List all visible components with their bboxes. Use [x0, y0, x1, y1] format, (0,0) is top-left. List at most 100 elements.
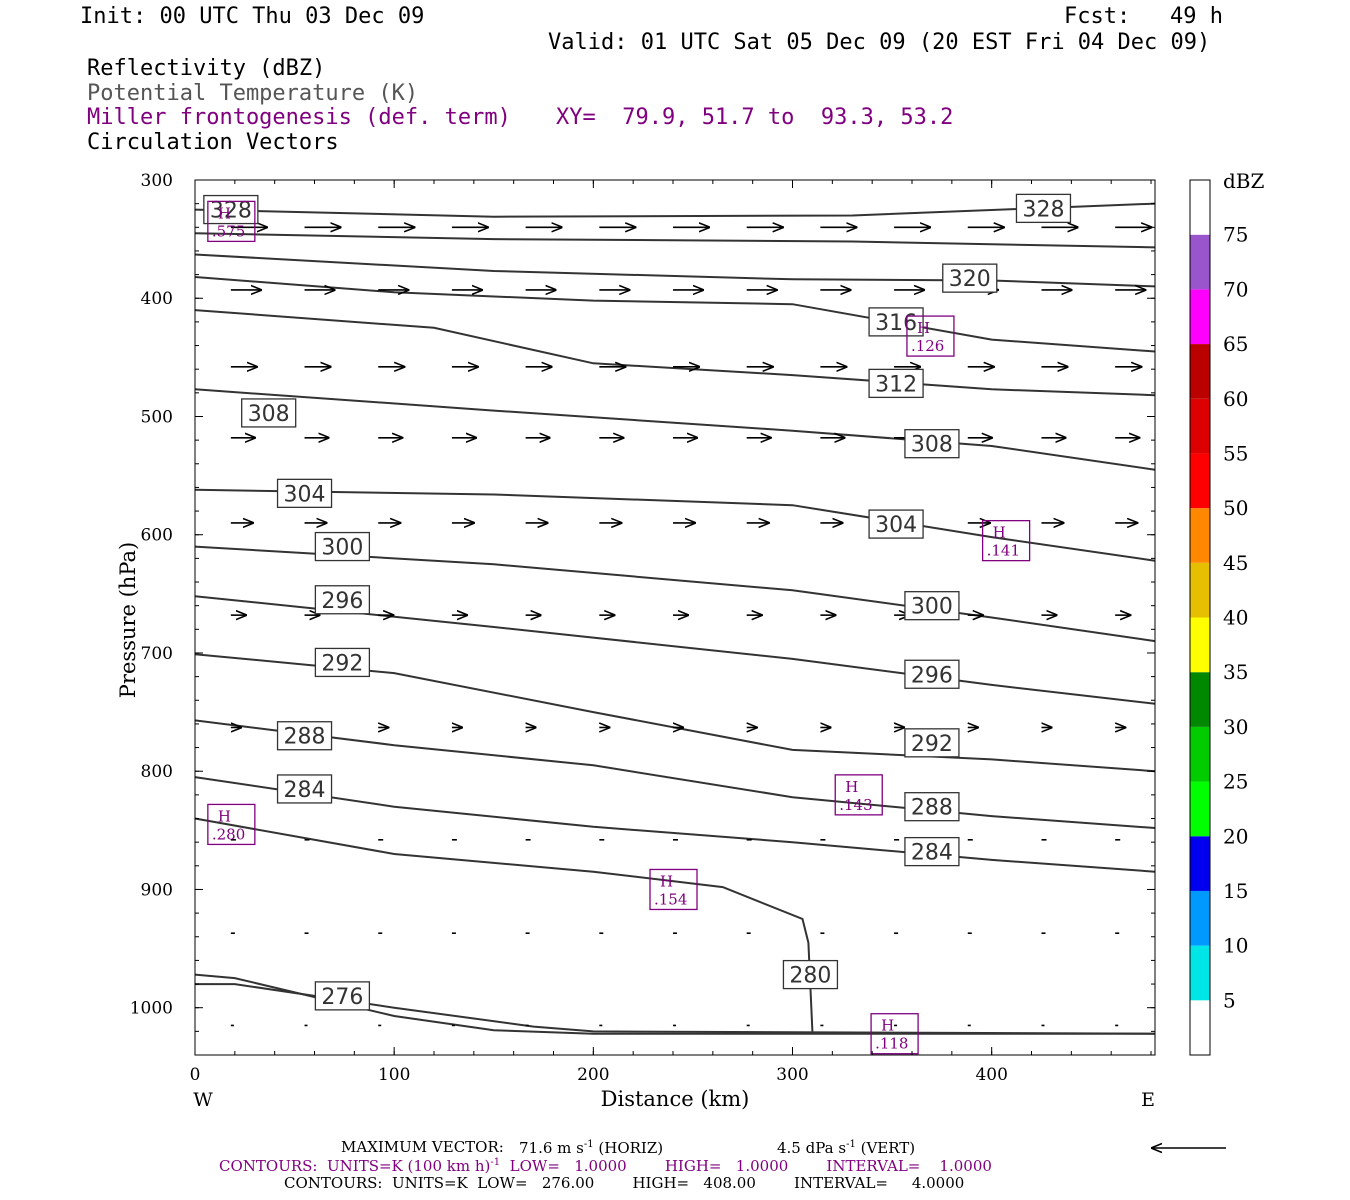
y-tick-label: 700 [141, 644, 173, 664]
field-reflectivity: Reflectivity (dBZ) [87, 56, 326, 81]
theta-contour-320 [194, 253, 1156, 288]
y-tick-label: 600 [141, 526, 173, 546]
colorbar-tick-label: 50 [1223, 496, 1248, 520]
theta-contour-316 [194, 276, 1156, 353]
contour-label-box [276, 774, 333, 804]
colorbar-bin [1190, 453, 1210, 509]
contour-label-316: 316 [875, 311, 917, 336]
frontogenesis-max-value: .575 [212, 222, 245, 240]
colorbar-tick-label: 75 [1223, 223, 1248, 247]
frontogenesis-max-box [649, 868, 698, 911]
frontogenesis-max-value: .118 [875, 1035, 908, 1053]
colorbar-tick-label: 25 [1223, 770, 1248, 794]
y-tick-label: 1000 [130, 999, 173, 1019]
colorbar-bin [1190, 398, 1210, 454]
colorbar-bin [1190, 945, 1210, 1001]
frontogenesis-max-value: .280 [212, 825, 245, 843]
frontogenesis-max-h: H [660, 872, 673, 890]
frontogenesis-max-h: H [917, 319, 930, 337]
frontogenesis-max-box [834, 774, 883, 816]
colorbar-bin [1190, 726, 1210, 782]
theta-contour-272 [195, 983, 1156, 1035]
init-time: Init: 00 UTC Thu 03 Dec 09 [80, 4, 425, 29]
max-vector-label: MAXIMUM VECTOR: [341, 1138, 504, 1156]
contour-label-304: 304 [284, 482, 326, 507]
x-tick-label: 400 [975, 1065, 1007, 1085]
x-tick-label: 300 [776, 1065, 808, 1085]
contour-label-box [1015, 193, 1072, 224]
contour-label-320: 320 [949, 267, 991, 292]
contour-label-box [868, 307, 924, 337]
frontogenesis-max-box [906, 315, 955, 357]
frontogenesis-max-value: .154 [654, 890, 687, 908]
contour-label-312: 312 [875, 372, 917, 397]
theta-contour-276 [194, 973, 1155, 1035]
contour-label-box [241, 398, 297, 428]
colorbar-bin [1190, 180, 1210, 235]
theta-contour-312 [194, 309, 1156, 397]
contour-label-300: 300 [911, 595, 953, 620]
colorbar-tick-label: 20 [1223, 824, 1248, 848]
colorbar-bin [1190, 562, 1210, 618]
field-potential-temperature: Potential Temperature (K) [87, 81, 419, 106]
contour-label-box [276, 721, 333, 751]
contour-labels: 328 328 320 316 312 308 308 304 304 300 300 296 296 2… [203, 193, 1072, 1011]
contour-label-300: 300 [321, 536, 363, 561]
colorbar-bin [1190, 508, 1210, 563]
colorbar-tick-label: 30 [1223, 715, 1248, 739]
circulation-vectors [231, 227, 1151, 1027]
contour-label-box [276, 478, 333, 508]
frontogenesis-max-h: H [993, 524, 1006, 542]
axes: 0 100 200 300 400 300 400 500 600 700 800 900 1000 Di… [116, 171, 1156, 1111]
colorbar-bin [1190, 836, 1210, 891]
colorbar-bin [1190, 672, 1210, 727]
x-tick-label: 100 [378, 1065, 410, 1085]
contour-label-box [904, 728, 960, 758]
colorbar-tick-label: 45 [1223, 551, 1248, 575]
contour-label-296: 296 [911, 663, 953, 688]
theta-contour-300 [194, 545, 1156, 643]
contour-label-box [904, 792, 960, 822]
contour-label-304: 304 [875, 513, 917, 538]
contour-label-328: 328 [1022, 197, 1064, 222]
west-label: W [193, 1089, 213, 1111]
contours-theta-info: CONTOURS: UNITS=K LOW= 276.00 HIGH= 408.… [284, 1174, 965, 1192]
frontogenesis-max-value: .126 [911, 337, 944, 355]
colorbar-bin [1190, 234, 1210, 290]
frontogenesis-max-h: H [218, 807, 231, 825]
east-label: E [1141, 1089, 1155, 1111]
colorbar-bin [1190, 1000, 1210, 1055]
colorbar-title: dBZ [1223, 169, 1265, 193]
colorbar-tick-label: 65 [1223, 332, 1248, 356]
frontogenesis-max-box [207, 200, 256, 243]
field-frontogenesis: Miller frontogenesis (def. term) [87, 105, 511, 130]
contours-frontogenesis-info: CONTOURS: UNITS=K (100 km h)-1 LOW= 1.00… [219, 1157, 992, 1175]
colorbar: 5 10 15 20 25 30 35 40 45 50 55 60 65 70 75 dBZ [1189, 169, 1265, 1056]
colorbar-tick-label: 10 [1223, 934, 1248, 958]
contour-label-box [904, 836, 960, 867]
frontogenesis-max-value: .141 [987, 542, 1020, 560]
colorbar-bin [1190, 781, 1210, 837]
contour-label-276: 276 [321, 985, 363, 1010]
y-tick-label: 500 [141, 407, 173, 427]
max-vector-vert: 4.5 dPa s-1 (VERT) [777, 1139, 916, 1157]
colorbar-bin [1190, 289, 1210, 345]
colorbar-tick-label: 15 [1223, 879, 1248, 903]
theta-contour-308 [194, 388, 1156, 471]
colorbar-tick-label: 40 [1223, 606, 1248, 630]
contour-label-288: 288 [284, 725, 326, 750]
contour-label-box [782, 959, 839, 990]
contour-label-292: 292 [321, 651, 363, 676]
plot-frame [194, 179, 1156, 1056]
colorbar-bin [1190, 890, 1210, 946]
contour-label-284: 284 [284, 778, 326, 803]
contour-label-box [203, 194, 259, 225]
colorbar-bin [1190, 344, 1210, 399]
contour-label-box [314, 647, 371, 678]
contour-label-box [904, 429, 960, 459]
x-tick-label: 0 [190, 1065, 201, 1085]
x-axis-title: Distance (km) [601, 1087, 750, 1111]
contour-label-292: 292 [911, 732, 953, 757]
frontogenesis-max-box [870, 1013, 919, 1055]
